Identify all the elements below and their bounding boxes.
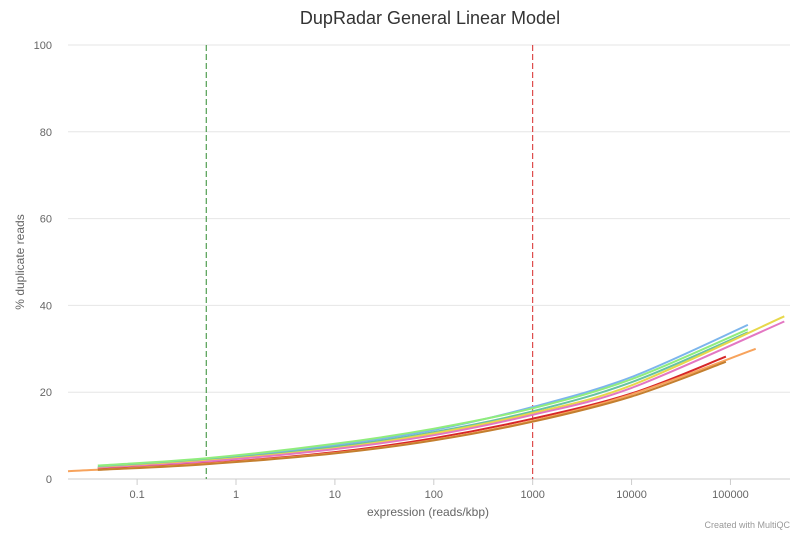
y-tick-label: 80 bbox=[40, 127, 52, 139]
x-tick-label: 10 bbox=[329, 489, 341, 501]
series-line-1[interactable] bbox=[97, 323, 749, 469]
credit-text[interactable]: Created with MultiQC bbox=[704, 520, 790, 530]
x-tick-label: 10000 bbox=[616, 489, 647, 501]
y-axis-label: % duplicate reads bbox=[13, 214, 27, 309]
series-line-6[interactable] bbox=[97, 355, 727, 471]
y-tick-label: 20 bbox=[40, 387, 52, 399]
y-tick-label: 40 bbox=[40, 300, 52, 312]
chart-title: DupRadar General Linear Model bbox=[300, 8, 560, 28]
grid-lines bbox=[68, 44, 790, 480]
y-tick-label: 60 bbox=[40, 214, 52, 226]
series-line-7[interactable] bbox=[67, 347, 757, 473]
series-line-8[interactable] bbox=[97, 360, 727, 471]
y-tick-label: 0 bbox=[46, 474, 52, 486]
series-line-3[interactable] bbox=[97, 331, 749, 469]
x-tick-label: 100 bbox=[425, 489, 443, 501]
x-axis-label: expression (reads/kbp) bbox=[367, 505, 489, 519]
series-lines bbox=[67, 315, 785, 473]
reference-lines bbox=[205, 45, 534, 479]
x-tick-label: 1000 bbox=[520, 489, 544, 501]
series-line-5[interactable] bbox=[97, 320, 785, 470]
x-tick-label: 100000 bbox=[712, 489, 749, 501]
x-tick-label: 1 bbox=[233, 489, 239, 501]
x-tick-label: 0.1 bbox=[129, 489, 144, 501]
x-axis-ticks: 0.1 1 10 100 1000 10000 100000 bbox=[129, 479, 749, 501]
y-axis-ticks: 0 20 40 60 80 100 bbox=[34, 40, 52, 486]
y-tick-label: 100 bbox=[34, 40, 52, 52]
series-line-2[interactable] bbox=[97, 328, 749, 467]
